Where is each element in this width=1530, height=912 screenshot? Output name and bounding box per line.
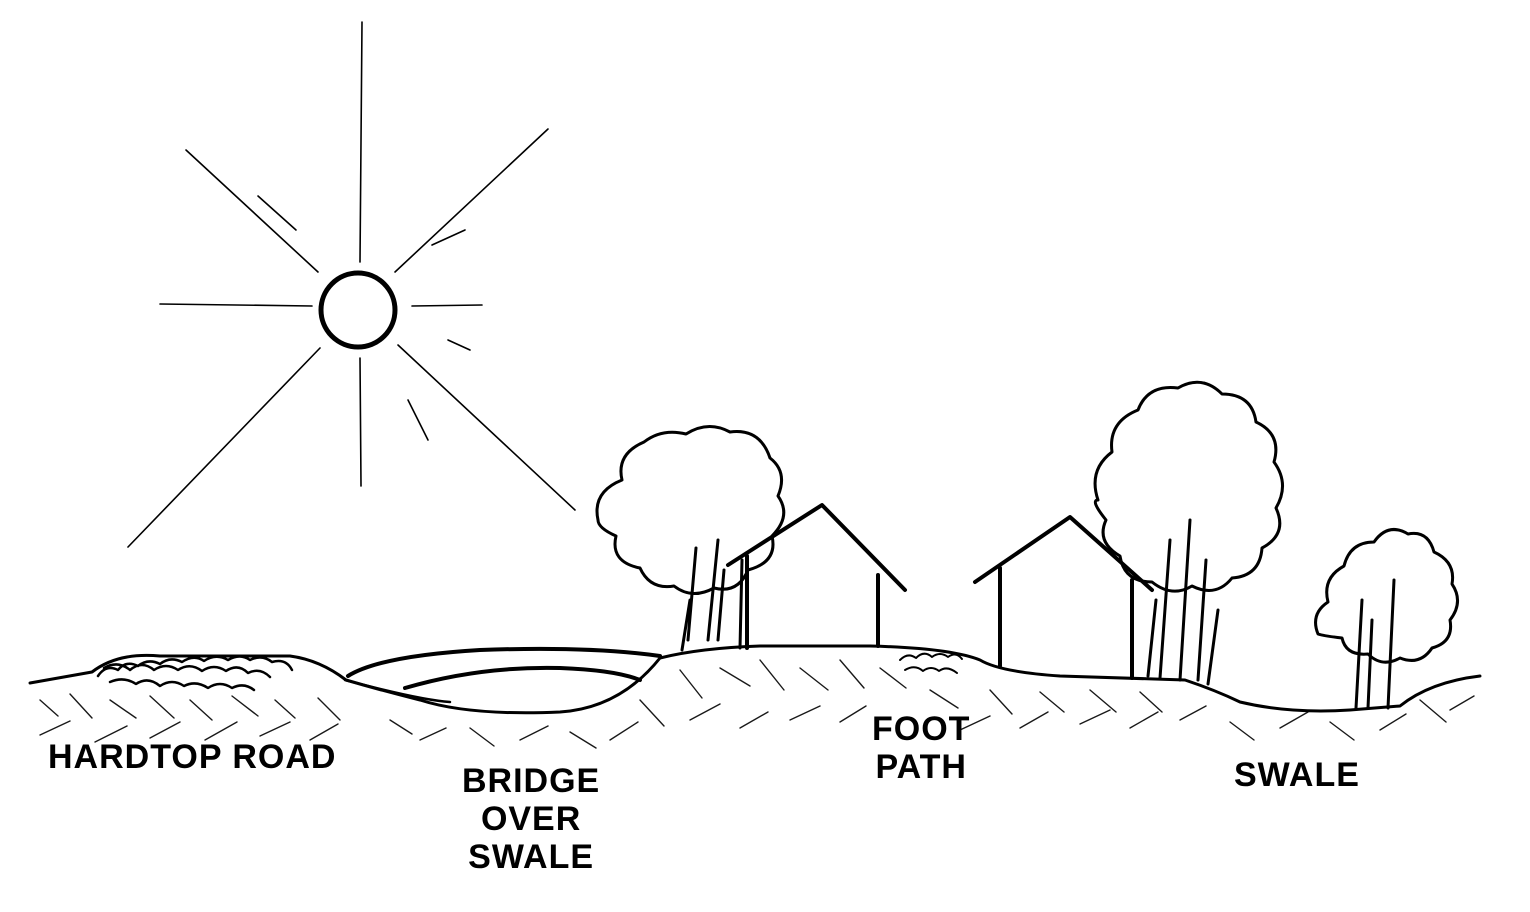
house-right	[973, 515, 1154, 680]
label-bridge-line-1: BRIDGE	[462, 762, 601, 800]
ground	[28, 644, 1482, 749]
hardtop-road	[96, 655, 294, 692]
tree-left	[595, 425, 786, 652]
ground-line	[28, 644, 1482, 715]
label-foot-path-line-1: FOOT	[872, 710, 971, 748]
label-bridge-line-3: SWALE	[468, 838, 595, 877]
house-left	[726, 503, 907, 650]
sun-rays	[127, 21, 576, 548]
tree-right	[1093, 380, 1284, 686]
sun-disc	[318, 270, 398, 350]
foot-path	[899, 652, 963, 674]
sun	[127, 21, 576, 548]
label-foot-path-line-2: PATH	[875, 748, 967, 787]
label-swale: SWALE	[1234, 756, 1360, 794]
label-bridge-line-2: OVER	[480, 800, 582, 839]
tree-small-right	[1314, 528, 1459, 710]
label-hardtop-road: HARDTOP ROAD	[48, 738, 337, 776]
label-foot-path: FOOT PATH	[872, 710, 970, 786]
bridge-over-swale	[343, 646, 662, 704]
label-bridge-over-swale: BRIDGE OVER SWALE	[462, 762, 600, 876]
